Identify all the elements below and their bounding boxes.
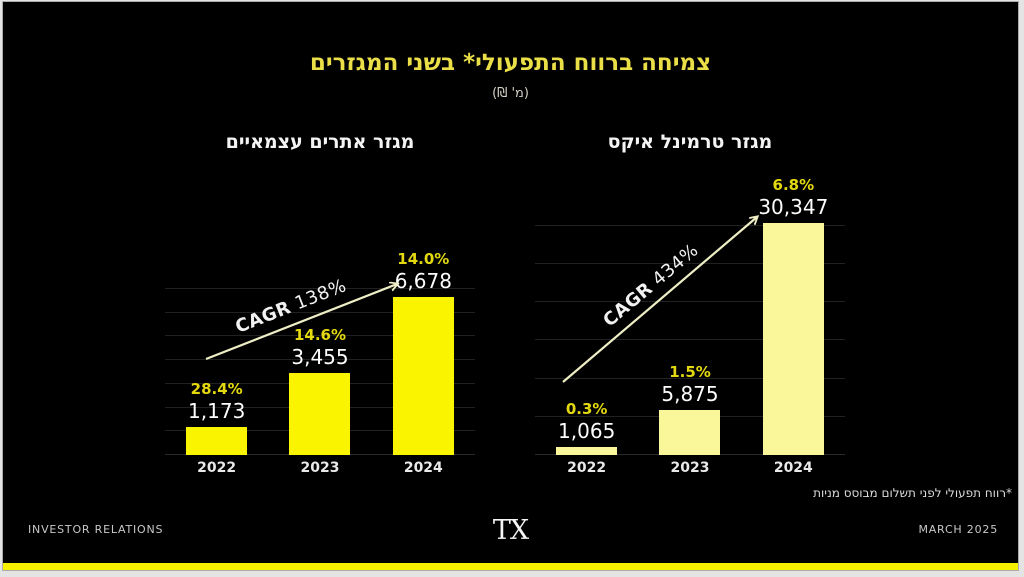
bar-group-2024: 6.8% 30,347 2024: [742, 176, 845, 476]
slide-subtitle: (מ' ₪): [492, 86, 529, 101]
x-axis-year-label: 2024: [773, 460, 813, 476]
growth-percent-label: 28.4%: [190, 380, 243, 399]
growth-percent-label: 0.3%: [565, 399, 608, 418]
chart-title-independent-sites: מגזר אתרים עצמאיים: [225, 131, 415, 153]
value-label: 30,347: [758, 195, 829, 220]
growth-percent-label: 14.0%: [397, 249, 450, 268]
slide: צמיחה ברווח התפעולי* בשני המגזרים (מ' ₪)…: [3, 2, 1018, 570]
x-axis-year-label: 2024: [403, 460, 443, 476]
x-axis-year-label: 2023: [300, 460, 340, 476]
yellow-accent-strip: [3, 563, 1018, 570]
x-axis-year-label: 2022: [567, 460, 607, 476]
bar-chart-independent-sites: 28.4% 1,173 2022 14.6% 3,455 2023 14.0% 6,678 20…: [165, 250, 475, 476]
value-label: 6,678: [394, 268, 452, 293]
bar: [659, 410, 721, 455]
bar-group-2022: 28.4% 1,173 2022: [165, 289, 268, 476]
bar-group-2022: 0.3% 1,065 2022: [535, 222, 638, 476]
growth-percent-label: 1.5%: [669, 363, 711, 382]
growth-percent-label: 14.6%: [293, 326, 347, 345]
bar: [762, 223, 824, 455]
footnote: *רווח תפעולי לפני תשלום מבוסס מניות: [813, 486, 1012, 500]
x-axis-year-label: 2023: [670, 460, 710, 476]
bar: [556, 446, 618, 455]
terminal-x-logo: TX: [492, 515, 529, 546]
value-label: 1,173: [188, 399, 246, 424]
bar: [392, 296, 454, 455]
footer-investor-relations: INVESTOR RELATIONS: [28, 523, 164, 536]
value-label: 5,875: [661, 382, 719, 407]
chart-title-terminal-x: מגזר טרמינל איקס: [607, 131, 773, 153]
value-label: 3,455: [291, 345, 349, 370]
growth-percent-label: 6.8%: [772, 176, 815, 195]
bar-group-2024: 14.0% 6,678 2024: [372, 250, 475, 476]
bar: [289, 373, 351, 455]
x-axis-year-label: 2022: [197, 460, 237, 476]
footer-date: MARCH 2025: [918, 523, 998, 536]
slide-title: צמיחה ברווח התפעולי* בשני המגזרים: [309, 50, 712, 76]
bar: [186, 427, 248, 455]
value-label: 1,065: [558, 418, 616, 443]
